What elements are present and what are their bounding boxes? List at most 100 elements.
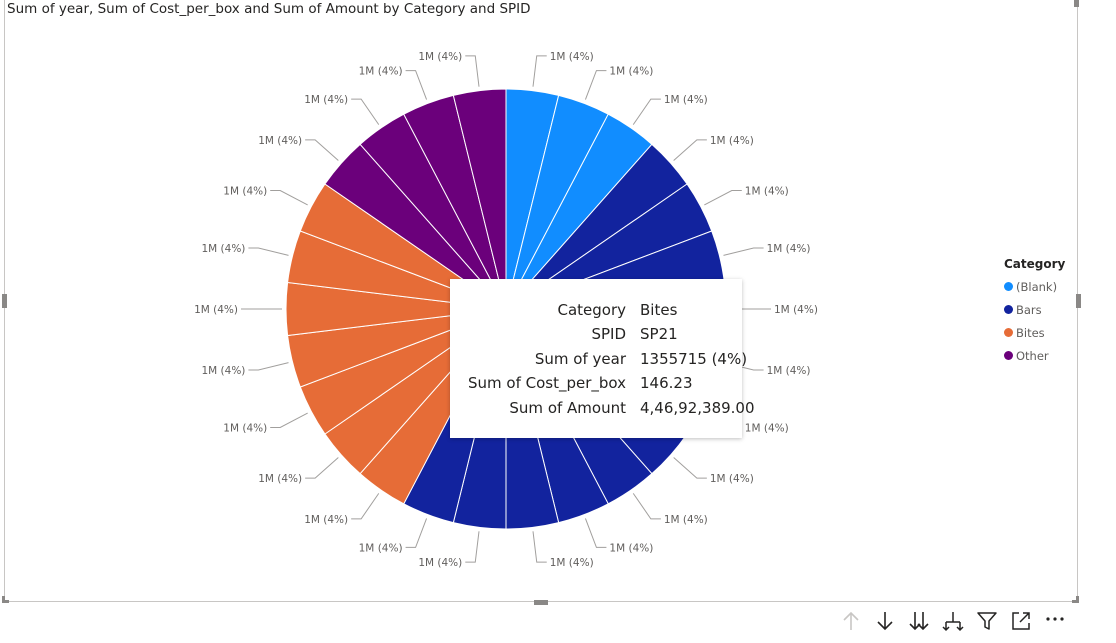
data-label-24: 1M (4%) [359, 66, 403, 78]
tooltip-value: 4,46,92,389.00 [640, 399, 755, 417]
tooltip-value: Bites [640, 301, 678, 319]
focus-mode-icon [1012, 612, 1030, 630]
data-label-10: 1M (4%) [664, 514, 708, 526]
data-label-15: 1M (4%) [304, 514, 348, 526]
double-arrow-down-icon [909, 612, 929, 631]
leader-line-11 [584, 518, 607, 548]
data-label-7: 1M (4%) [767, 365, 811, 377]
resize-handle-right[interactable] [1076, 294, 1081, 308]
leader-line-9 [673, 457, 707, 479]
tooltip: Category Bites SPID SP21 Sum of year 135… [450, 279, 755, 438]
data-label-5: 1M (4%) [767, 243, 811, 255]
resize-handle-left[interactable] [2, 294, 7, 308]
leader-line-5 [723, 247, 764, 256]
leader-line-10 [632, 493, 661, 520]
leader-line-0 [532, 55, 547, 87]
leader-line-14 [405, 518, 428, 548]
legend-dot [1004, 282, 1013, 291]
data-label-20: 1M (4%) [201, 243, 245, 255]
data-label-18: 1M (4%) [201, 365, 245, 377]
data-label-21: 1M (4%) [223, 185, 267, 197]
data-label-6: 1M (4%) [774, 304, 818, 316]
data-label-1: 1M (4%) [609, 66, 653, 78]
resize-handle-top-right[interactable] [1074, 0, 1079, 7]
leader-line-2 [632, 98, 661, 125]
data-label-16: 1M (4%) [258, 473, 302, 485]
legend-item-blank[interactable]: (Blank) [1004, 275, 1065, 298]
tooltip-row-sum-of-amount: Sum of Amount 4,46,92,389.00 [450, 399, 754, 423]
leader-line-3 [673, 139, 707, 161]
data-label-9: 1M (4%) [710, 473, 754, 485]
legend-label: Bites [1016, 325, 1045, 340]
leader-line-18 [248, 362, 289, 371]
data-label-3: 1M (4%) [710, 135, 754, 147]
leader-line-4 [704, 189, 742, 206]
tooltip-value: 1355715 (4%) [640, 350, 748, 368]
tooltip-key: Sum of year [534, 350, 626, 368]
expand-hierarchy-icon [942, 612, 964, 632]
tooltip-value: 146.23 [640, 374, 693, 392]
data-label-4: 1M (4%) [745, 185, 789, 197]
data-label-22: 1M (4%) [258, 135, 302, 147]
data-label-25: 1M (4%) [418, 51, 462, 63]
filter-icon [977, 612, 997, 630]
leader-line-16 [305, 457, 339, 479]
legend-label: Bars [1016, 302, 1042, 317]
chart-title: Sum of year, Sum of Cost_per_box and Sum… [7, 1, 531, 17]
arrow-down-icon [877, 612, 893, 631]
resize-handle-bottom-left[interactable] [2, 596, 9, 603]
leader-line-24 [405, 70, 428, 100]
leader-line-23 [351, 98, 380, 125]
leader-line-17 [270, 412, 308, 429]
arrow-up-icon [843, 611, 859, 630]
leader-line-25 [465, 55, 480, 87]
data-label-8: 1M (4%) [745, 423, 789, 435]
filter-button[interactable] [970, 608, 1004, 634]
leader-line-20 [248, 247, 289, 256]
legend-title: Category [1004, 257, 1066, 271]
legend-item-other[interactable]: Other [1004, 344, 1065, 367]
tooltip-row-sum-of-cost-per-box: Sum of Cost_per_box 146.23 [450, 374, 742, 398]
legend-dot [1004, 328, 1013, 337]
pie-slice-25[interactable] [452, 88, 507, 310]
tooltip-key: Sum of Amount [509, 399, 626, 417]
legend-item-bites[interactable]: Bites [1004, 321, 1065, 344]
leader-line-15 [351, 493, 380, 520]
legend: Category (Blank) Bars Bites Other [1004, 257, 1065, 367]
focus-mode-button[interactable] [1004, 608, 1038, 634]
leader-line-13 [465, 531, 480, 563]
tooltip-key: Sum of Cost_per_box [467, 374, 626, 392]
leader-line-1 [584, 70, 607, 100]
legend-label: Other [1016, 348, 1049, 363]
resize-handle-bottom[interactable] [534, 600, 548, 605]
tooltip-key: Category [557, 301, 626, 319]
tooltip-key: SPID [591, 325, 626, 343]
resize-handle-bottom-right[interactable] [1072, 596, 1079, 603]
legend-dot [1004, 351, 1013, 360]
data-label-11: 1M (4%) [609, 542, 653, 554]
more-options-icon [1046, 617, 1064, 621]
tooltip-row-category: Category Bites [450, 301, 742, 325]
data-label-0: 1M (4%) [550, 51, 594, 63]
data-label-14: 1M (4%) [359, 542, 403, 554]
data-label-13: 1M (4%) [418, 557, 462, 569]
go-to-next-level-button[interactable] [902, 608, 936, 634]
leader-line-22 [305, 139, 339, 161]
leader-line-12 [532, 531, 547, 563]
leader-line-21 [270, 189, 308, 206]
expand-next-level-button[interactable] [936, 608, 970, 634]
legend-dot [1004, 305, 1013, 314]
data-label-19: 1M (4%) [194, 304, 238, 316]
data-label-2: 1M (4%) [664, 94, 708, 106]
legend-item-bars[interactable]: Bars [1004, 298, 1065, 321]
visual-header-toolbar [834, 608, 1072, 634]
drill-up-button[interactable] [834, 608, 868, 634]
data-label-23: 1M (4%) [304, 94, 348, 106]
data-label-17: 1M (4%) [223, 423, 267, 435]
data-label-12: 1M (4%) [550, 557, 594, 569]
drill-down-button[interactable] [868, 608, 902, 634]
more-options-button[interactable] [1038, 608, 1072, 634]
tooltip-value: SP21 [640, 325, 678, 343]
tooltip-row-spid: SPID SP21 [450, 325, 742, 349]
tooltip-row-sum-of-year: Sum of year 1355715 (4%) [450, 350, 747, 374]
